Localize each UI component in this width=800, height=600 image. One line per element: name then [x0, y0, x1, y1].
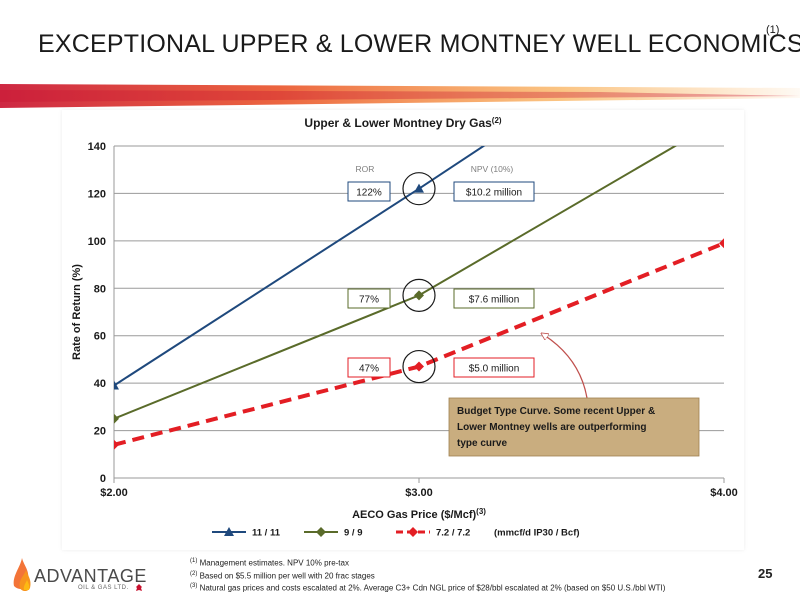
npv-value: $7.6 million: [469, 295, 520, 306]
callout-box: [448, 397, 700, 457]
ror-value: 122%: [356, 188, 382, 199]
maple-leaf-icon: [136, 584, 142, 591]
rate-of-return-chart: Upper & Lower Montney Dry Gas(2) 0 20 40 60…: [71, 116, 738, 539]
ror-value: 47%: [359, 364, 379, 375]
y-tick-label: 120: [88, 188, 106, 200]
highlight-circle: [402, 172, 436, 206]
x-tick-label: $2.00: [100, 487, 128, 499]
data-point: [316, 527, 326, 537]
footnotes: (1) Management estimates. NPV 10% pre-ta…: [190, 556, 665, 594]
data-point: [414, 361, 424, 372]
logo-wordmark: ADVANTAGE: [34, 566, 147, 586]
header-banner: [0, 84, 800, 108]
series-2: [114, 146, 678, 424]
data-series: [114, 146, 724, 450]
value-labels: ROR NPV (10%) 122% $10.2 million 77% $7.6 mil…: [347, 164, 700, 457]
data-point: [114, 439, 119, 450]
npv-header: NPV (10%): [471, 164, 514, 174]
legend-label: 11 / 11: [252, 528, 281, 539]
y-tick-label: 60: [94, 331, 106, 343]
npv-value: $5.0 million: [469, 364, 520, 375]
footnote-1: (1) Management estimates. NPV 10% pre-ta…: [190, 558, 349, 568]
legend-note: (mmcf/d IP30 / Bcf): [494, 528, 580, 539]
series-3: [114, 238, 724, 450]
y-axis-title: Rate of Return (%): [71, 264, 83, 360]
y-tick-label: 20: [94, 426, 106, 438]
slide-title: EXCEPTIONAL UPPER & LOWER MONTNEY WELL E…: [38, 30, 800, 58]
data-point: [114, 380, 119, 390]
chart-panel: Upper & Lower Montney Dry Gas(2) 0 20 40 60…: [62, 110, 744, 550]
ror-box: [347, 357, 391, 378]
y-tick-label: 140: [88, 141, 106, 153]
title-footnote-mark: (1): [766, 24, 780, 36]
ror-header: ROR: [356, 164, 375, 174]
data-point: [114, 413, 119, 424]
chart-title-footnote: (2): [492, 116, 502, 125]
legend-label: 7.2 / 7.2: [436, 528, 470, 539]
ror-box: [347, 288, 391, 309]
npv-value: $10.2 million: [466, 188, 522, 199]
series-line: [114, 146, 678, 420]
callout-text-line: Budget Type Curve. Some recent Upper &: [457, 406, 655, 417]
data-point: [224, 527, 234, 536]
npv-box: [453, 357, 535, 378]
x-axis-title: AECO Gas Price ($/Mcf)(3): [352, 507, 486, 521]
footnote-3: (3) Natural gas prices and costs escalat…: [190, 583, 666, 593]
series-line: [114, 146, 486, 387]
logo-subtext: OIL & GAS LTD.: [78, 585, 129, 591]
x-tick-label: $3.00: [405, 487, 433, 499]
highlight-circle: [402, 278, 436, 312]
data-point: [719, 238, 724, 249]
footnote-2: (2) Based on $5.5 million per well with …: [190, 570, 375, 581]
advantage-logo: [13, 558, 142, 591]
callout-text-line: type curve: [457, 438, 507, 449]
callout-arrow: [544, 335, 588, 399]
page-number: 25: [758, 566, 773, 581]
legend-label: 9 / 9: [344, 528, 363, 539]
series-1: [114, 146, 486, 390]
y-tick-label: 100: [88, 236, 106, 248]
data-point: [408, 527, 418, 537]
data-point: [414, 183, 424, 193]
y-tick-label: 40: [94, 378, 106, 390]
y-tick-label: 80: [94, 283, 106, 295]
npv-box: [453, 181, 535, 202]
ror-value: 77%: [359, 295, 379, 306]
legend: 11 / 11 9 / 9 7.2 / 7.2 (mmcf/d IP30 / Bcf): [212, 527, 580, 539]
axes: 0 20 40 60 80 100 120 140 $2.00 $3.00 $4.00 AECO Ga…: [71, 141, 738, 521]
y-tick-label: 0: [100, 473, 106, 485]
ror-box: [347, 181, 391, 202]
data-point: [414, 290, 424, 301]
npv-box: [453, 288, 535, 309]
callout-text-line: Lower Montney wells are outperforming: [457, 422, 646, 433]
chart-title-text: Upper & Lower Montney Dry Gas: [304, 116, 492, 130]
highlight-circle: [402, 349, 436, 384]
chart-title: Upper & Lower Montney Dry Gas(2): [304, 116, 501, 130]
x-tick-label: $4.00: [710, 487, 738, 499]
